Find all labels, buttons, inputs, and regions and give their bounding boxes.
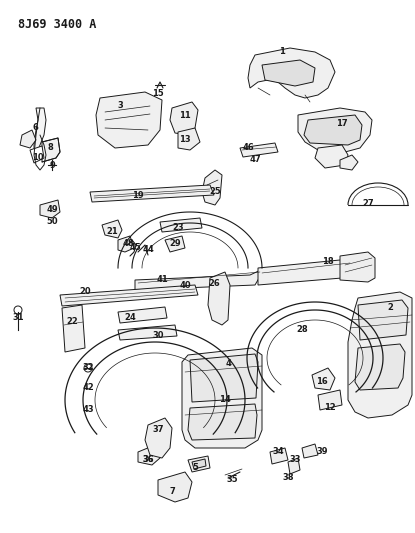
- Polygon shape: [190, 354, 258, 402]
- Polygon shape: [165, 236, 185, 252]
- Polygon shape: [315, 145, 348, 168]
- Text: 34: 34: [272, 448, 284, 456]
- Polygon shape: [135, 268, 265, 290]
- Text: 3: 3: [117, 101, 123, 109]
- Text: 20: 20: [79, 287, 91, 296]
- Polygon shape: [348, 292, 412, 418]
- Polygon shape: [118, 236, 134, 252]
- Text: 14: 14: [219, 395, 231, 405]
- Polygon shape: [160, 218, 202, 232]
- Text: 10: 10: [32, 152, 44, 161]
- Text: 12: 12: [324, 403, 336, 413]
- Text: 46: 46: [242, 143, 254, 152]
- Text: 24: 24: [124, 313, 136, 322]
- Text: 19: 19: [132, 191, 144, 200]
- Polygon shape: [202, 170, 222, 205]
- Polygon shape: [188, 404, 257, 440]
- Text: 47: 47: [249, 156, 261, 165]
- Text: 39: 39: [316, 448, 328, 456]
- Text: 26: 26: [208, 279, 220, 287]
- Polygon shape: [40, 200, 60, 218]
- Text: 36: 36: [142, 456, 154, 464]
- Polygon shape: [302, 444, 318, 458]
- Text: 28: 28: [296, 326, 308, 335]
- Text: 18: 18: [322, 257, 334, 266]
- Polygon shape: [178, 128, 200, 150]
- Text: 9: 9: [49, 160, 55, 169]
- Text: 16: 16: [316, 377, 328, 386]
- Polygon shape: [340, 252, 375, 282]
- Text: 5: 5: [192, 463, 198, 472]
- Polygon shape: [30, 146, 44, 163]
- Text: 31: 31: [12, 313, 24, 322]
- Text: 50: 50: [46, 217, 58, 227]
- Text: 22: 22: [66, 318, 78, 327]
- Text: 37: 37: [152, 425, 164, 434]
- Polygon shape: [298, 108, 372, 152]
- Text: 15: 15: [152, 88, 164, 98]
- Text: 49: 49: [46, 206, 58, 214]
- Polygon shape: [20, 130, 36, 148]
- Polygon shape: [248, 48, 335, 98]
- Polygon shape: [145, 418, 172, 458]
- Polygon shape: [90, 185, 214, 202]
- Polygon shape: [208, 272, 230, 325]
- Text: 30: 30: [152, 330, 164, 340]
- Text: 7: 7: [169, 488, 175, 497]
- Text: 23: 23: [172, 223, 184, 232]
- Polygon shape: [340, 155, 358, 170]
- Polygon shape: [318, 390, 342, 410]
- Text: 13: 13: [179, 135, 191, 144]
- Polygon shape: [118, 307, 167, 323]
- Text: 42: 42: [82, 384, 94, 392]
- Polygon shape: [182, 348, 262, 448]
- Text: 11: 11: [179, 110, 191, 119]
- Text: 25: 25: [209, 188, 221, 197]
- Text: 36: 36: [142, 456, 154, 464]
- Text: 45: 45: [129, 243, 141, 252]
- Polygon shape: [270, 448, 288, 464]
- Polygon shape: [170, 102, 198, 135]
- Polygon shape: [304, 115, 362, 145]
- Polygon shape: [355, 344, 405, 390]
- Text: 27: 27: [362, 198, 374, 207]
- Polygon shape: [34, 108, 46, 155]
- Polygon shape: [96, 92, 162, 148]
- Text: 8J69 3400 A: 8J69 3400 A: [18, 18, 96, 31]
- Polygon shape: [240, 143, 278, 157]
- Polygon shape: [42, 138, 60, 162]
- Text: 40: 40: [179, 280, 191, 289]
- Text: 29: 29: [169, 238, 181, 247]
- Polygon shape: [62, 305, 85, 352]
- Text: 1: 1: [279, 47, 285, 56]
- Polygon shape: [138, 445, 160, 465]
- Text: 33: 33: [289, 456, 301, 464]
- Polygon shape: [258, 256, 358, 285]
- Polygon shape: [60, 285, 198, 306]
- Text: 21: 21: [106, 228, 118, 237]
- Polygon shape: [102, 220, 122, 238]
- Text: 32: 32: [82, 364, 94, 373]
- Text: 48: 48: [122, 238, 134, 247]
- Text: 43: 43: [82, 406, 94, 415]
- Text: 4: 4: [225, 359, 231, 367]
- Text: 35: 35: [226, 475, 238, 484]
- Polygon shape: [312, 368, 335, 390]
- Text: 44: 44: [142, 246, 154, 254]
- Polygon shape: [262, 60, 315, 86]
- Text: 41: 41: [156, 276, 168, 285]
- Polygon shape: [358, 300, 408, 340]
- Polygon shape: [158, 472, 192, 502]
- Polygon shape: [118, 325, 177, 340]
- Text: 38: 38: [282, 473, 294, 482]
- Polygon shape: [288, 458, 300, 474]
- Text: 8: 8: [47, 143, 53, 152]
- Text: 6: 6: [32, 124, 38, 133]
- Polygon shape: [188, 456, 210, 472]
- Text: 17: 17: [336, 119, 348, 128]
- Text: 2: 2: [387, 303, 393, 312]
- Polygon shape: [192, 459, 206, 469]
